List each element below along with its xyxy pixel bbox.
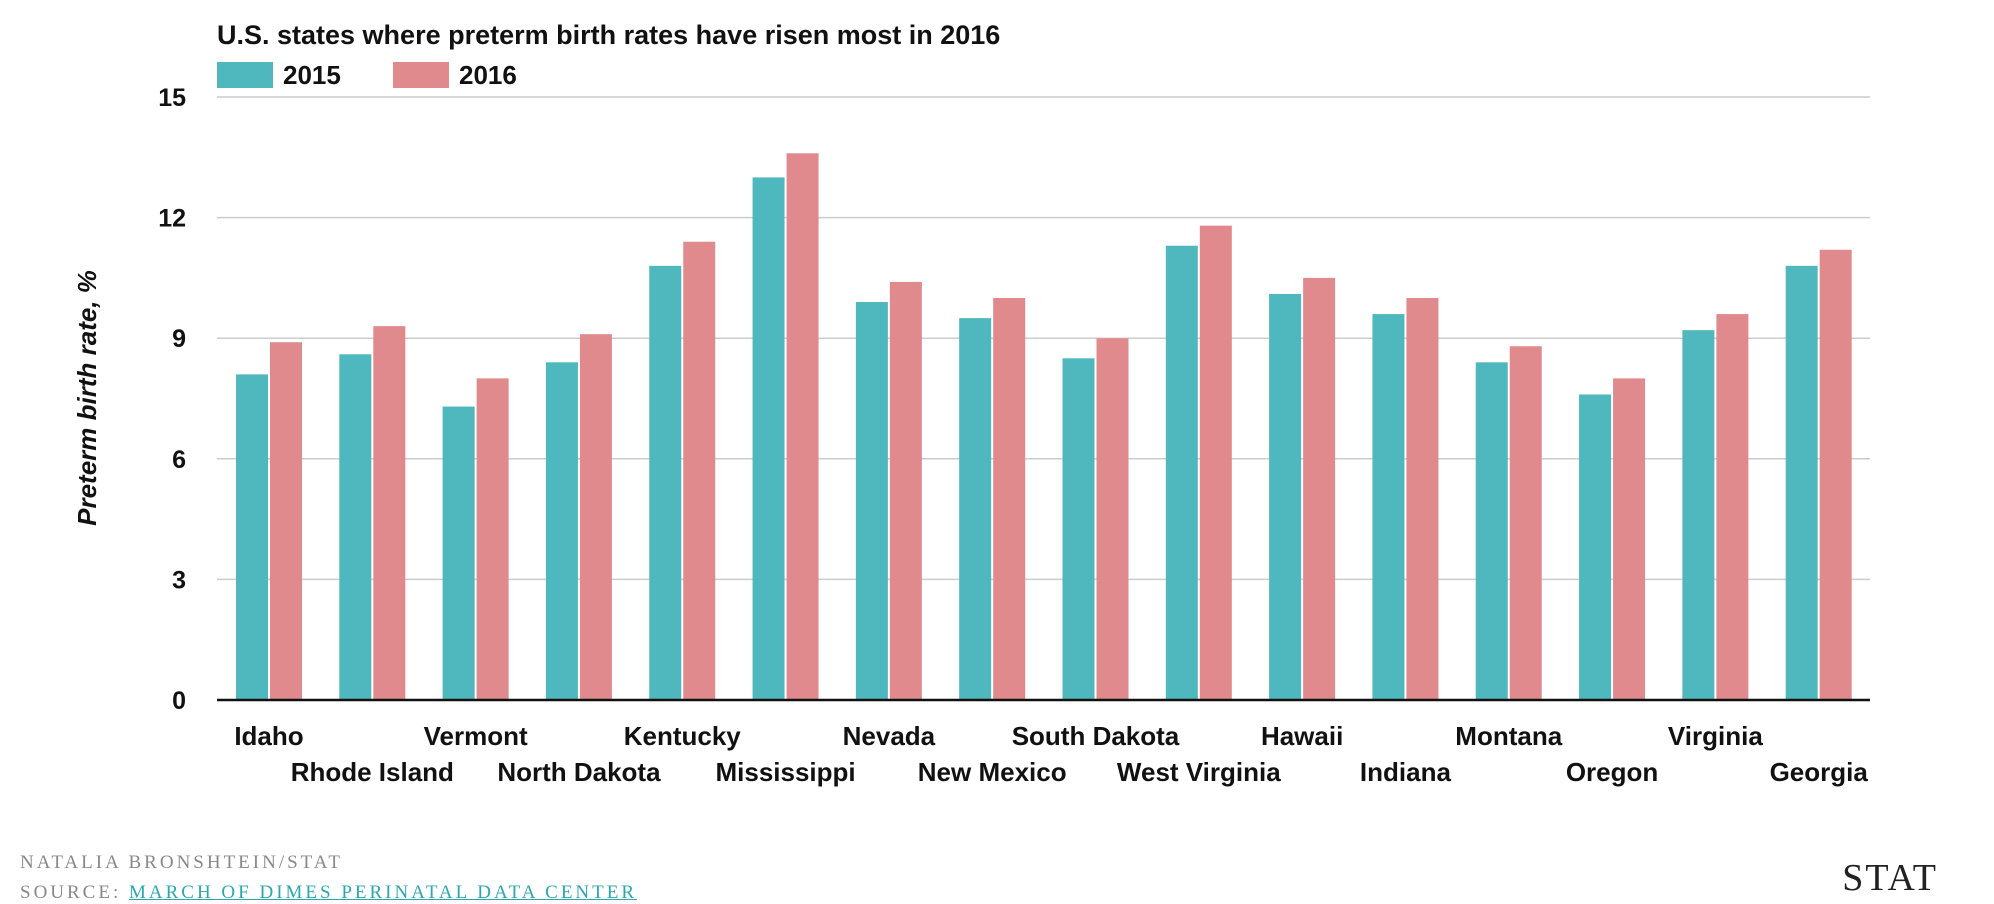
x-tick-label-idaho: Idaho (234, 721, 303, 751)
bar-south-dakota-2015 (1062, 358, 1095, 700)
bar-indiana-2016 (1406, 298, 1439, 700)
bar-north-dakota-2015 (545, 362, 578, 700)
bar-kentucky-2016 (683, 241, 716, 700)
y-tick-label-9: 9 (172, 325, 186, 353)
x-tick-label-indiana: Indiana (1360, 757, 1452, 787)
x-tick-label-georgia: Georgia (1770, 757, 1869, 787)
bar-rhode-island-2016 (373, 326, 406, 700)
bar-indiana-2015 (1372, 314, 1405, 700)
x-tick-label-north-dakota: North Dakota (497, 757, 661, 787)
source-line: SOURCE: MARCH OF DIMES PERINATAL DATA CE… (20, 882, 637, 904)
bar-oregon-2015 (1579, 394, 1612, 700)
x-tick-label-hawaii: Hawaii (1261, 721, 1343, 751)
bar-rhode-island-2015 (339, 354, 372, 700)
source-prefix: SOURCE: (20, 882, 129, 903)
bar-north-dakota-2016 (579, 334, 612, 700)
y-axis-label: Preterm birth rate, % (72, 270, 102, 526)
bar-idaho-2015 (236, 374, 268, 700)
y-tick-label-12: 12 (158, 205, 186, 233)
y-tick-label-6: 6 (172, 446, 186, 474)
bar-new-mexico-2016 (993, 298, 1026, 700)
bar-vermont-2016 (476, 378, 509, 700)
y-tick-label-0: 0 (172, 687, 186, 715)
bar-hawaii-2015 (1269, 293, 1302, 700)
x-tick-label-vermont: Vermont (424, 721, 528, 751)
bar-nevada-2016 (889, 281, 922, 700)
bar-montana-2015 (1475, 362, 1508, 700)
x-tick-label-virginia: Virginia (1668, 721, 1763, 751)
legend-label-2016: 2016 (459, 60, 517, 90)
bar-virginia-2016 (1716, 314, 1749, 700)
bar-chart: 0 3 6 9 12 15 Idaho Rhode Island Vermont North Da… (72, 84, 1870, 787)
legend-swatch-2015 (217, 62, 273, 88)
x-tick-label-montana: Montana (1455, 721, 1562, 751)
bar-south-dakota-2016 (1096, 338, 1129, 700)
source-link[interactable]: MARCH OF DIMES PERINATAL DATA CENTER (129, 882, 638, 903)
bar-west-virginia-2015 (1165, 245, 1198, 701)
bar-virginia-2015 (1682, 330, 1715, 700)
stat-logo: STAT (1842, 857, 1938, 899)
bar-montana-2016 (1509, 346, 1542, 700)
bar-new-mexico-2015 (959, 318, 992, 700)
bar-kentucky-2015 (649, 265, 682, 700)
bar-mississippi-2015 (752, 177, 785, 700)
x-tick-label-rhode-island: Rhode Island (291, 757, 454, 787)
axes: 0 3 6 9 12 15 Idaho Rhode Island Vermont North Da… (158, 84, 1870, 787)
bar-hawaii-2016 (1303, 277, 1336, 700)
legend-label-2015: 2015 (283, 60, 341, 90)
x-tick-label-nevada: Nevada (843, 721, 936, 751)
bar-oregon-2016 (1613, 378, 1646, 700)
chart-title: U.S. states where preterm birth rates ha… (217, 20, 1001, 50)
bar-west-virginia-2016 (1199, 225, 1232, 700)
bar-nevada-2015 (855, 302, 888, 700)
bar-idaho-2016 (270, 342, 302, 700)
bar-vermont-2015 (442, 406, 475, 700)
y-tick-label-15: 15 (158, 84, 186, 112)
bar-mississippi-2016 (786, 153, 819, 700)
x-tick-label-kentucky: Kentucky (624, 721, 742, 751)
x-tick-label-south-dakota: South Dakota (1012, 721, 1180, 751)
x-tick-label-new-mexico: New Mexico (918, 757, 1067, 787)
legend-swatch-2016 (393, 62, 449, 88)
bars (236, 153, 1852, 701)
x-tick-label-oregon: Oregon (1566, 757, 1658, 787)
bar-georgia-2015 (1785, 265, 1818, 700)
y-tick-label-3: 3 (172, 566, 186, 594)
bar-georgia-2016 (1819, 249, 1852, 700)
credit-text: NATALIA BRONSHTEIN/STAT (20, 852, 343, 873)
x-tick-label-west-virginia: West Virginia (1117, 757, 1281, 787)
x-tick-label-mississippi: Mississippi (715, 757, 855, 787)
